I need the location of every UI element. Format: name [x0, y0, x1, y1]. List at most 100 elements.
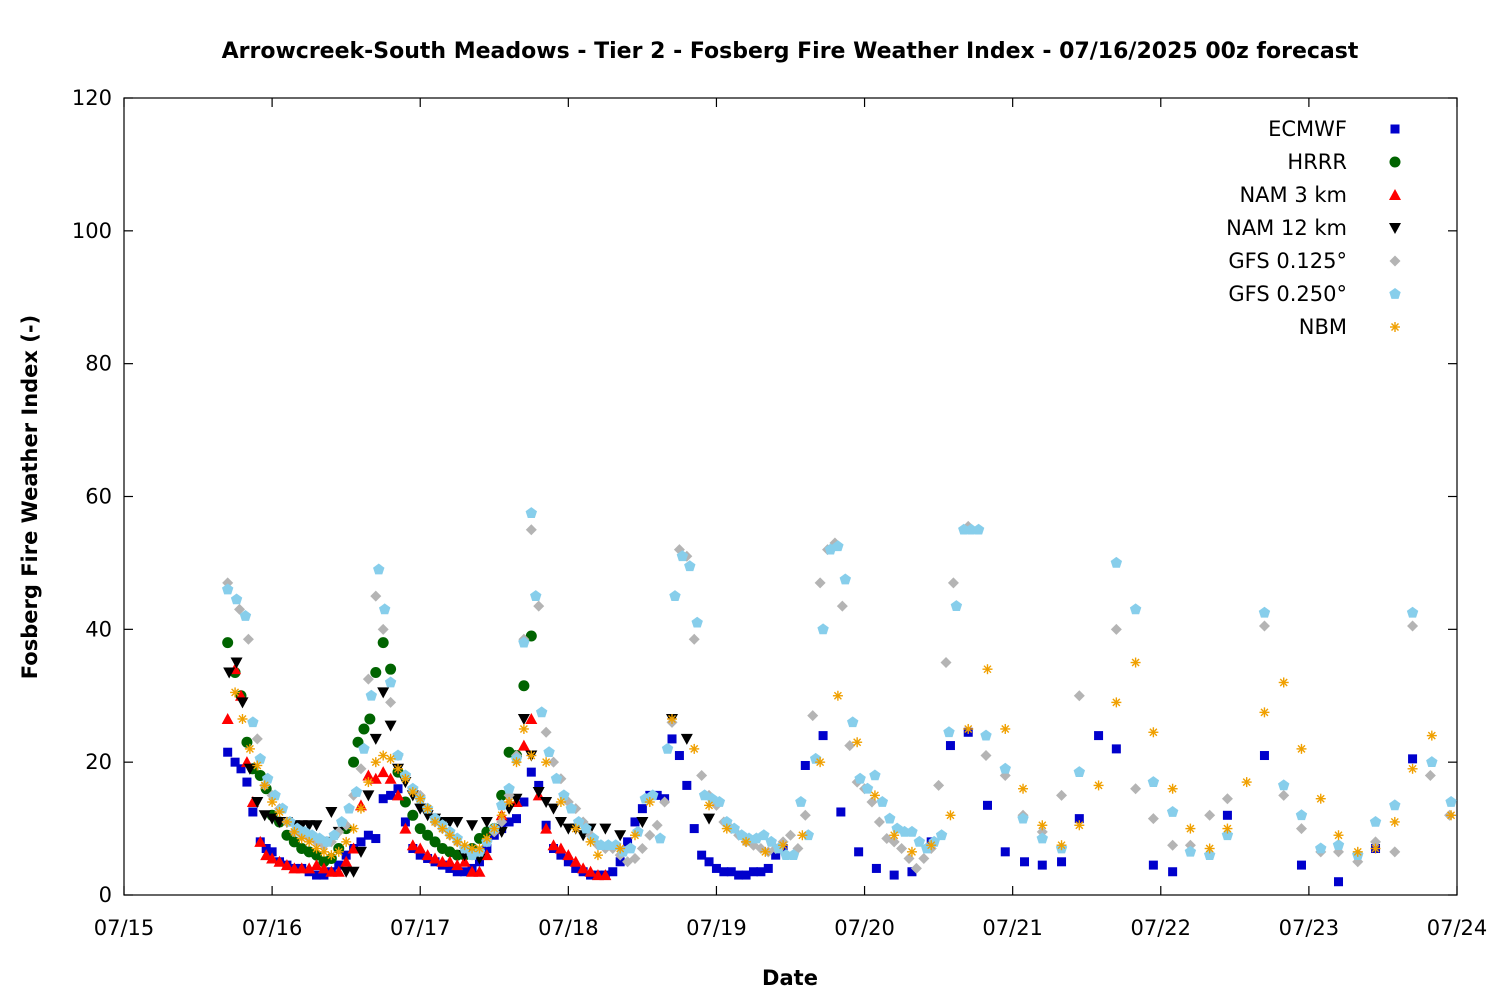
data-point	[242, 777, 252, 787]
data-point	[422, 829, 434, 841]
data-point	[422, 803, 433, 814]
data-point	[526, 750, 537, 761]
data-point	[602, 839, 615, 851]
chart-title: Arrowcreek-South Meadows - Tier 2 - Fosb…	[222, 39, 1359, 64]
y-tick-label: 120	[72, 86, 112, 110]
data-point	[407, 787, 418, 798]
data-point	[584, 865, 597, 877]
data-point	[535, 706, 548, 718]
data-point	[760, 846, 771, 857]
data-point	[689, 743, 700, 754]
data-point	[354, 846, 367, 858]
data-point	[548, 756, 560, 768]
data-point	[258, 810, 271, 822]
data-point	[369, 772, 382, 784]
data-point	[1111, 697, 1122, 708]
data-point	[608, 867, 618, 877]
legend-marker-nam-3-km	[1389, 189, 1401, 200]
data-point	[636, 843, 648, 855]
data-point	[1222, 823, 1233, 834]
data-point	[741, 870, 751, 880]
data-point	[980, 729, 992, 741]
data-point	[289, 826, 300, 837]
data-point	[358, 723, 370, 735]
data-point	[945, 810, 956, 821]
data-point	[1057, 857, 1067, 867]
data-point	[696, 769, 708, 781]
x-tick-label: 07/23	[1279, 916, 1340, 940]
data-point	[429, 852, 442, 864]
data-point	[869, 769, 881, 781]
data-point	[444, 830, 455, 841]
data-point	[247, 716, 259, 728]
data-point	[223, 667, 236, 679]
data-point	[1110, 556, 1123, 568]
data-point	[1167, 783, 1178, 794]
data-point	[518, 680, 530, 692]
data-point	[237, 713, 248, 724]
data-point	[328, 829, 341, 841]
data-point	[532, 787, 545, 799]
data-point	[623, 837, 633, 847]
y-axis: 0 20 40 60 80 100 120	[72, 86, 1457, 907]
legend-label-gfs-0-125: GFS 0.125°	[1228, 249, 1347, 273]
data-point	[540, 726, 552, 738]
data-point	[370, 667, 382, 679]
data-point	[636, 816, 649, 828]
data-point	[248, 807, 258, 817]
data-point	[1129, 603, 1142, 615]
data-point	[765, 835, 777, 847]
data-point	[334, 860, 344, 870]
data-point	[371, 834, 381, 844]
data-point	[430, 816, 441, 827]
data-point	[721, 823, 732, 834]
data-point	[1295, 823, 1307, 835]
data-point	[540, 797, 553, 809]
data-point	[251, 797, 264, 809]
data-point	[437, 823, 448, 834]
data-point	[982, 800, 992, 810]
data-point	[421, 849, 434, 861]
data-point	[267, 847, 277, 857]
data-point	[1184, 845, 1197, 857]
data-point	[414, 823, 426, 835]
data-point	[595, 839, 607, 851]
data-point	[943, 726, 955, 738]
data-point	[399, 822, 412, 834]
data-point	[362, 769, 375, 781]
y-tick-label: 100	[72, 219, 112, 243]
data-point	[1148, 727, 1159, 738]
data-point	[540, 822, 553, 834]
data-point	[1073, 690, 1085, 702]
data-point	[907, 867, 917, 877]
legend-marker-nam-12-km	[1389, 223, 1401, 234]
data-point	[713, 796, 726, 807]
data-point	[910, 862, 922, 874]
data-point	[691, 616, 703, 628]
data-point	[680, 733, 693, 745]
data-point	[982, 664, 993, 675]
data-point	[1259, 751, 1269, 761]
data-point	[393, 763, 404, 774]
data-point	[267, 797, 278, 808]
y-tick-label: 0	[99, 883, 112, 907]
data-point	[303, 862, 316, 874]
x-tick-label: 07/18	[538, 916, 599, 940]
data-point	[795, 796, 807, 807]
data-point	[726, 867, 736, 877]
data-point	[704, 800, 715, 811]
data-point	[318, 846, 329, 857]
data-point	[780, 849, 792, 860]
data-point	[577, 862, 590, 874]
data-point	[1222, 810, 1232, 820]
data-point	[325, 806, 338, 818]
data-point	[1130, 657, 1141, 668]
legend-marker-nbm	[1390, 322, 1400, 332]
data-point	[377, 623, 389, 635]
data-point	[363, 777, 374, 788]
data-point	[1334, 877, 1344, 887]
series-nam-3-km	[221, 663, 612, 881]
data-point	[236, 697, 249, 709]
data-point	[326, 850, 337, 861]
data-point	[1037, 860, 1047, 870]
